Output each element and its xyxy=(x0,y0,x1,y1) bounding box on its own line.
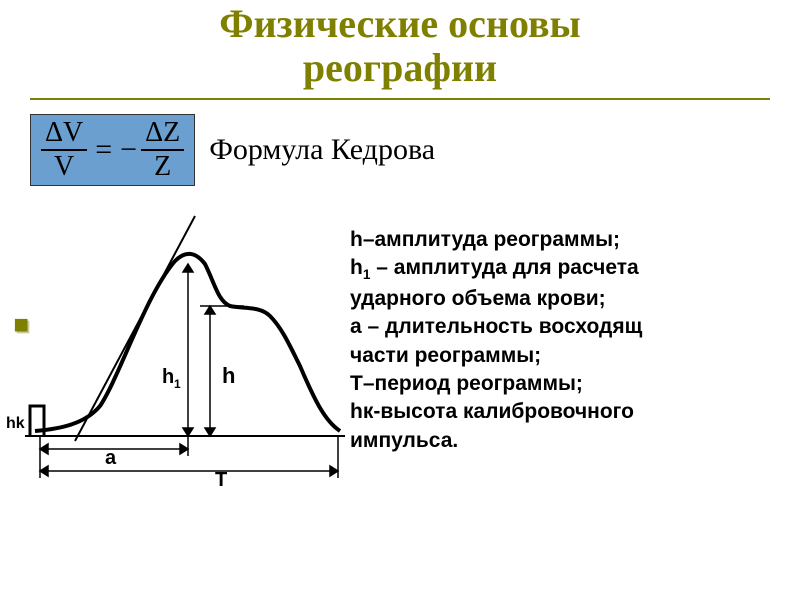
equals-sign: = xyxy=(87,133,120,167)
rhs-denominator: Z xyxy=(150,153,175,181)
dimension-h1 xyxy=(183,264,193,436)
label-a: a xyxy=(105,447,117,469)
kedrov-formula-box: ΔV V = − ΔZ Z xyxy=(30,114,195,186)
title-underline xyxy=(30,98,770,100)
def-hk-line1: hк-высота калибровочного xyxy=(350,398,642,426)
dimension-T xyxy=(40,466,338,476)
rheogram-svg: hk h1 h a Т xyxy=(0,206,350,496)
rhs-numerator: ΔZ xyxy=(141,119,184,147)
def-a-line1: а – длительность восходящ xyxy=(350,313,642,341)
def-h1-post: – амплитуда для расчета xyxy=(370,256,638,279)
minus-sign: − xyxy=(120,133,141,167)
def-T: Т–период реограммы; xyxy=(350,370,642,398)
fraction-lhs: ΔV V xyxy=(41,119,87,181)
label-h1: h1 xyxy=(162,366,181,391)
bullet-icon xyxy=(14,318,32,336)
svg-text:h: h xyxy=(162,366,174,388)
lhs-numerator: ΔV xyxy=(41,119,87,147)
svg-text:1: 1 xyxy=(174,377,181,391)
formula-label: Формула Кедрова xyxy=(209,133,435,167)
label-h: h xyxy=(222,363,235,388)
lhs-denominator: V xyxy=(50,153,78,181)
label-T: Т xyxy=(215,469,227,491)
title-line-1: Физические основы xyxy=(219,1,581,46)
label-hk: hk xyxy=(6,415,25,432)
def-h1-line2: ударного объема крови; xyxy=(350,285,642,313)
slide-title: Физические основы реографии xyxy=(0,0,800,90)
dimension-h xyxy=(205,306,215,436)
fraction-rhs: ΔZ Z xyxy=(141,119,184,181)
def-h1-line1: h1 – амплитуда для расчета xyxy=(350,254,642,285)
title-line-2: реографии xyxy=(303,45,497,90)
def-h1-pre: h xyxy=(350,256,363,279)
def-h: h–амплитуда реограммы; xyxy=(350,226,642,254)
rheogram-diagram: hk h1 h a Т xyxy=(0,206,350,486)
def-hk-line2: импульса. xyxy=(350,427,642,455)
formula-row: ΔV V = − ΔZ Z Формула Кедрова xyxy=(30,114,800,186)
def-a-line2: части реограммы; xyxy=(350,342,642,370)
definitions-block: h–амплитуда реограммы; h1 – амплитуда дл… xyxy=(350,206,642,486)
content-row: hk h1 h a Т h–амплитуда реограммы; h1 – … xyxy=(0,206,800,486)
